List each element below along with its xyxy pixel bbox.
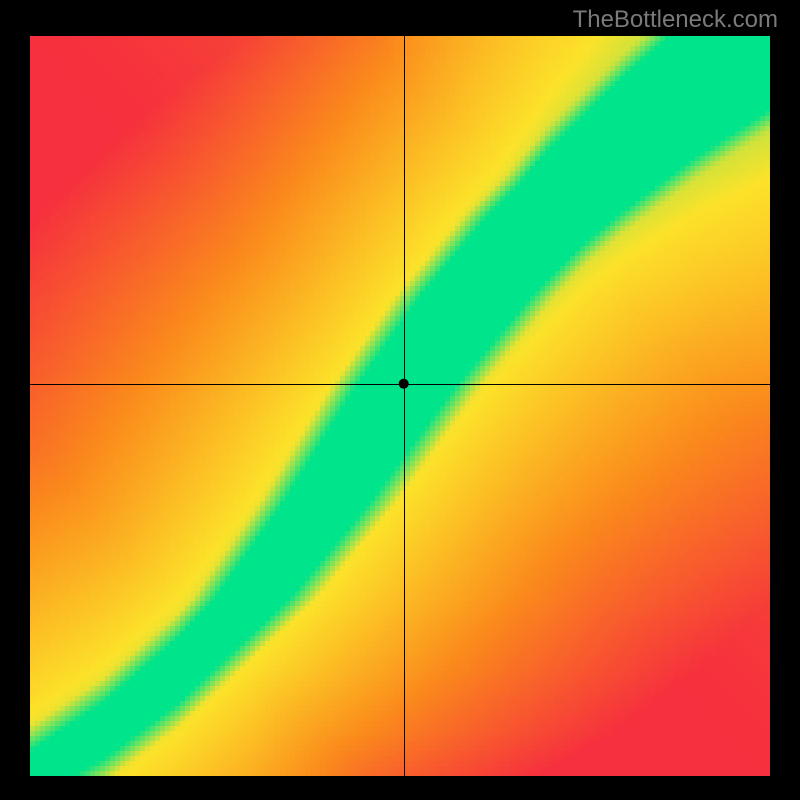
chart-container: TheBottleneck.com — [0, 0, 800, 800]
watermark-text: TheBottleneck.com — [573, 6, 778, 34]
bottleneck-heatmap — [30, 36, 770, 776]
